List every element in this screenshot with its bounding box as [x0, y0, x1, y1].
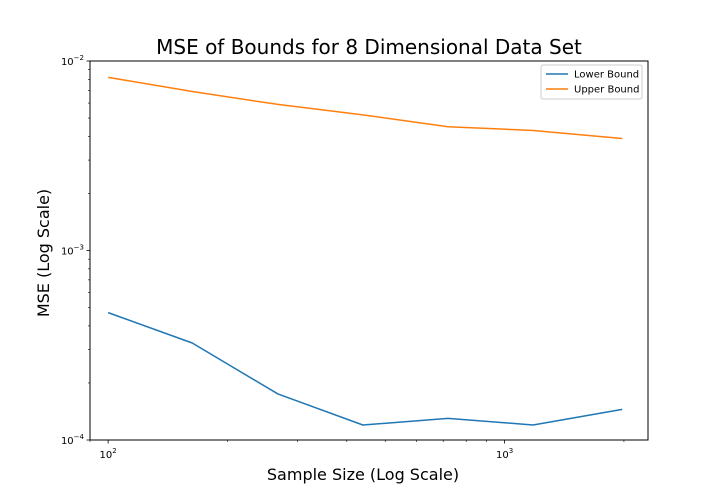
y-tick-label: 10−4 [61, 433, 85, 447]
legend-label-upper-bound: Upper Bound [574, 85, 639, 96]
legend: Lower Bound Upper Bound [540, 64, 643, 100]
legend-label-lower-bound: Lower Bound [574, 70, 639, 81]
plot-frame [89, 60, 649, 441]
y-tick-label: 10−3 [61, 244, 84, 258]
series-layer [107, 76, 623, 426]
major-x-ticks: 102 103 [100, 440, 513, 461]
chart-title: MSE of Bounds for 8 Dimensional Data Set [156, 35, 582, 59]
series-line-lower-bound [107, 311, 623, 426]
x-tick-label: 103 [496, 447, 513, 461]
y-axis-label: MSE (Log Scale) [34, 189, 53, 317]
x-tick-label: 102 [100, 447, 117, 461]
series-line-upper-bound [108, 76, 623, 140]
major-y-ticks: 10−4 10−3 10−2 [61, 54, 90, 447]
x-axis-label: Sample Size (Log Scale) [267, 465, 459, 484]
y-tick-label: 10−2 [61, 54, 84, 68]
